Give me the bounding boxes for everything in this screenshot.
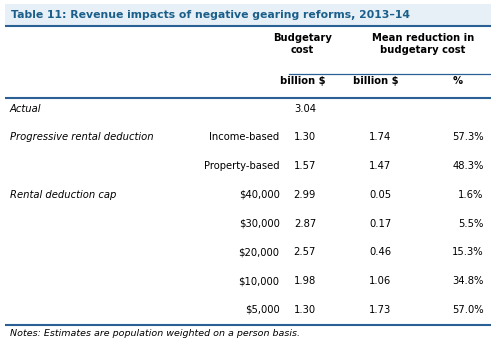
Text: 57.0%: 57.0% xyxy=(452,305,484,315)
Text: 48.3%: 48.3% xyxy=(452,161,484,171)
Text: 0.17: 0.17 xyxy=(369,219,391,229)
Text: Mean reduction in
budgetary cost: Mean reduction in budgetary cost xyxy=(372,33,474,55)
Text: 34.8%: 34.8% xyxy=(452,276,484,286)
Text: Rental deduction cap: Rental deduction cap xyxy=(10,190,116,200)
Text: 1.06: 1.06 xyxy=(369,276,391,286)
Text: 1.30: 1.30 xyxy=(294,305,316,315)
Text: 0.46: 0.46 xyxy=(369,247,391,257)
Text: 5.5%: 5.5% xyxy=(458,219,484,229)
Bar xyxy=(5,4,491,26)
Text: 57.3%: 57.3% xyxy=(452,132,484,142)
Text: 2.57: 2.57 xyxy=(294,247,316,257)
Text: 3.04: 3.04 xyxy=(294,103,316,113)
Text: $10,000: $10,000 xyxy=(239,276,280,286)
Text: 0.05: 0.05 xyxy=(369,190,391,200)
Text: 1.98: 1.98 xyxy=(294,276,316,286)
Text: Notes: Estimates are population weighted on a person basis.: Notes: Estimates are population weighted… xyxy=(10,329,300,338)
Text: Income-based: Income-based xyxy=(209,132,280,142)
Text: Property-based: Property-based xyxy=(204,161,280,171)
Text: $40,000: $40,000 xyxy=(239,190,280,200)
Text: %: % xyxy=(453,76,463,86)
Text: 2.87: 2.87 xyxy=(294,219,316,229)
Text: 15.3%: 15.3% xyxy=(452,247,484,257)
Text: Table 11: Revenue impacts of negative gearing reforms, 2013–14: Table 11: Revenue impacts of negative ge… xyxy=(11,10,410,20)
Text: Budgetary
cost: Budgetary cost xyxy=(273,33,332,55)
Text: 1.47: 1.47 xyxy=(369,161,391,171)
Text: 1.57: 1.57 xyxy=(294,161,316,171)
Text: 1.30: 1.30 xyxy=(294,132,316,142)
Text: billion $: billion $ xyxy=(280,76,325,86)
Text: Progressive rental deduction: Progressive rental deduction xyxy=(10,132,153,142)
Text: Actual: Actual xyxy=(10,103,41,113)
Text: 1.74: 1.74 xyxy=(369,132,391,142)
Text: $5,000: $5,000 xyxy=(245,305,280,315)
Text: 1.6%: 1.6% xyxy=(458,190,484,200)
Text: 2.99: 2.99 xyxy=(294,190,316,200)
Text: $20,000: $20,000 xyxy=(239,247,280,257)
Text: $30,000: $30,000 xyxy=(239,219,280,229)
Text: billion $: billion $ xyxy=(353,76,398,86)
Text: 1.73: 1.73 xyxy=(369,305,391,315)
